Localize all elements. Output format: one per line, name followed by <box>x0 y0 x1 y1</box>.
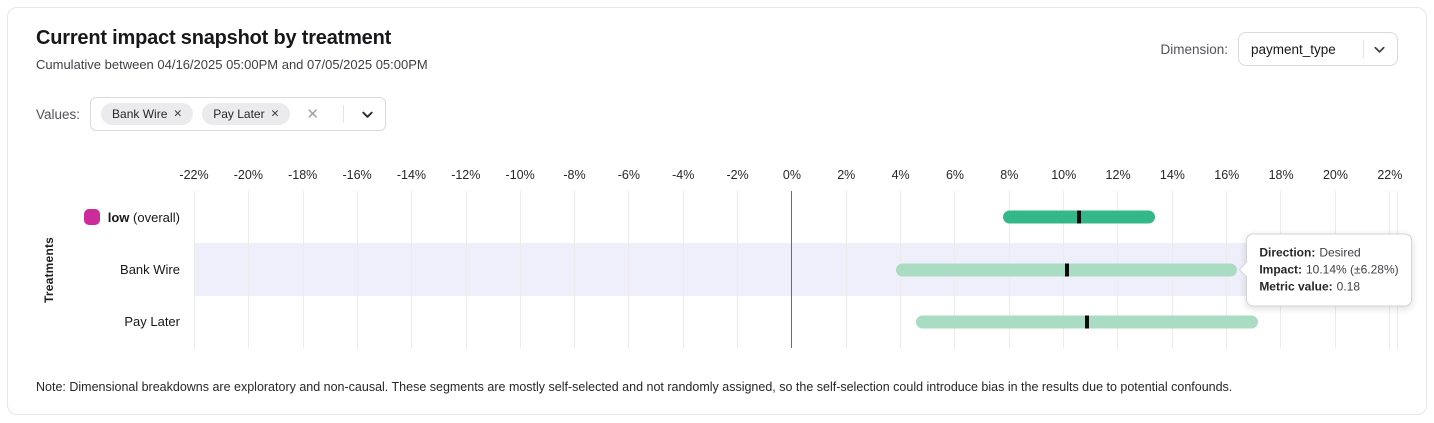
select-divider <box>1363 40 1364 58</box>
dimension-select[interactable]: payment_type <box>1238 32 1398 66</box>
row-label-text: Pay Later <box>124 314 180 330</box>
dimension-label: Dimension: <box>1160 41 1228 57</box>
note-text: Note: Dimensional breakdowns are explora… <box>36 380 1233 394</box>
x-tick-label: -20% <box>233 168 263 182</box>
value-chip-label: Bank Wire <box>112 107 168 121</box>
x-tick-label: 6% <box>945 168 965 182</box>
gridline <box>302 191 304 348</box>
row-label-text: low (overall) <box>107 209 180 225</box>
x-tick-label: -10% <box>505 168 535 182</box>
gridline <box>682 191 684 348</box>
value-chip-label: Pay Later <box>213 107 265 121</box>
x-axis-row: -22% -20% -18% -16% -14% -12% -10% -8% -6% -4% -2%… <box>36 168 1402 186</box>
x-axis-labels: -22% -20% -18% -16% -14% -12% -10% -8% -6% -4% -2%… <box>179 168 1402 186</box>
value-chip[interactable]: Pay Later ✕ <box>202 103 291 125</box>
legend-swatch <box>83 209 100 226</box>
chevron-down-icon[interactable] <box>360 107 375 122</box>
chips-container: Bank Wire ✕ Pay Later ✕ <box>101 103 291 125</box>
x-tick-label: -8% <box>563 168 586 182</box>
gridline <box>194 191 195 348</box>
x-tick-label: 10% <box>1051 168 1077 182</box>
x-tick-label: 0% <box>782 168 801 182</box>
x-tick-label: 14% <box>1159 168 1185 182</box>
gridline <box>845 191 847 348</box>
row-label: low (overall) <box>36 191 194 243</box>
x-tick-label: 8% <box>1000 168 1019 182</box>
page-title: Current impact snapshot by treatment <box>36 27 392 49</box>
gridline <box>356 191 358 348</box>
x-tick-label: 18% <box>1268 168 1294 182</box>
remove-chip-icon[interactable]: ✕ <box>173 107 183 120</box>
row-labels: Treatments low (overall) Bank Wire Pay Lat… <box>36 191 194 348</box>
title-block: Current impact snapshot by treatment Cum… <box>36 26 428 72</box>
row-label: Pay Later <box>36 296 194 348</box>
clear-all-icon[interactable]: ✕ <box>306 105 319 123</box>
x-tick-label: -4% <box>672 168 695 182</box>
gridline <box>737 191 739 348</box>
impact-snapshot-card: Current impact snapshot by treatment Cum… <box>7 7 1427 415</box>
x-tick-label: 4% <box>891 168 910 182</box>
point-estimate-tick <box>1077 210 1082 224</box>
values-multiselect[interactable]: Bank Wire ✕ Pay Later ✕ ✕ <box>90 97 386 131</box>
x-tick-label: -22% <box>179 168 209 182</box>
tooltip: Direction: Desired Impact: 10.14% (±6.28%)… <box>1239 233 1412 306</box>
x-tick-label: 22% <box>1377 168 1403 182</box>
tooltip-direction-line: Direction: Desired <box>1259 245 1361 259</box>
values-filter-row: Values: Bank Wire ✕ Pay Later ✕ ✕ <box>36 97 1398 131</box>
row-label: Bank Wire <box>36 243 194 295</box>
plot-area: Direction: Desired Impact: 10.14% (±6.28%)… <box>194 191 1412 348</box>
impact-chart: -22% -20% -18% -16% -14% -12% -10% -8% -6% -4% -2%… <box>36 168 1412 348</box>
point-estimate-tick <box>1064 263 1069 276</box>
select-divider <box>342 105 344 123</box>
chart-body: Treatments low (overall) Bank Wire Pay Lat… <box>36 191 1412 348</box>
value-chip[interactable]: Bank Wire ✕ <box>101 103 194 125</box>
remove-chip-icon[interactable]: ✕ <box>270 107 280 120</box>
dimension-selected-value: payment_type <box>1251 41 1336 57</box>
gridline <box>411 191 413 348</box>
x-tick-label: -16% <box>342 168 372 182</box>
x-tick-label: -12% <box>451 168 481 182</box>
zero-line <box>791 191 793 348</box>
tooltip-metric-line: Metric value: 0.18 <box>1259 279 1361 293</box>
x-tick-label: -14% <box>396 168 427 182</box>
card-header: Current impact snapshot by treatment Cum… <box>36 26 1398 72</box>
chevron-down-icon[interactable] <box>1372 42 1387 57</box>
date-range-subtitle: Cumulative between 04/16/2025 05:00PM an… <box>36 57 428 72</box>
gridline <box>519 191 521 348</box>
x-tick-label: 16% <box>1214 168 1240 182</box>
x-tick-label: -6% <box>617 168 640 182</box>
gridline <box>248 191 250 348</box>
x-tick-label: -2% <box>726 168 749 182</box>
x-tick-label: 20% <box>1322 168 1348 182</box>
y-axis-title: Treatments <box>42 236 56 303</box>
row-label-text: Bank Wire <box>120 261 180 277</box>
tooltip-impact-line: Impact: 10.14% (±6.28%) <box>1259 262 1399 276</box>
x-tick-label: 2% <box>837 168 856 182</box>
axis-spacer <box>36 168 194 186</box>
x-tick-label: -18% <box>288 168 318 182</box>
values-label: Values: <box>36 106 81 122</box>
gridline <box>574 191 576 348</box>
x-tick-label: 12% <box>1105 168 1131 182</box>
point-estimate-tick <box>1085 315 1090 329</box>
gridline <box>628 191 630 348</box>
gridline <box>465 191 467 348</box>
dimension-control: Dimension: payment_type <box>1160 32 1398 66</box>
